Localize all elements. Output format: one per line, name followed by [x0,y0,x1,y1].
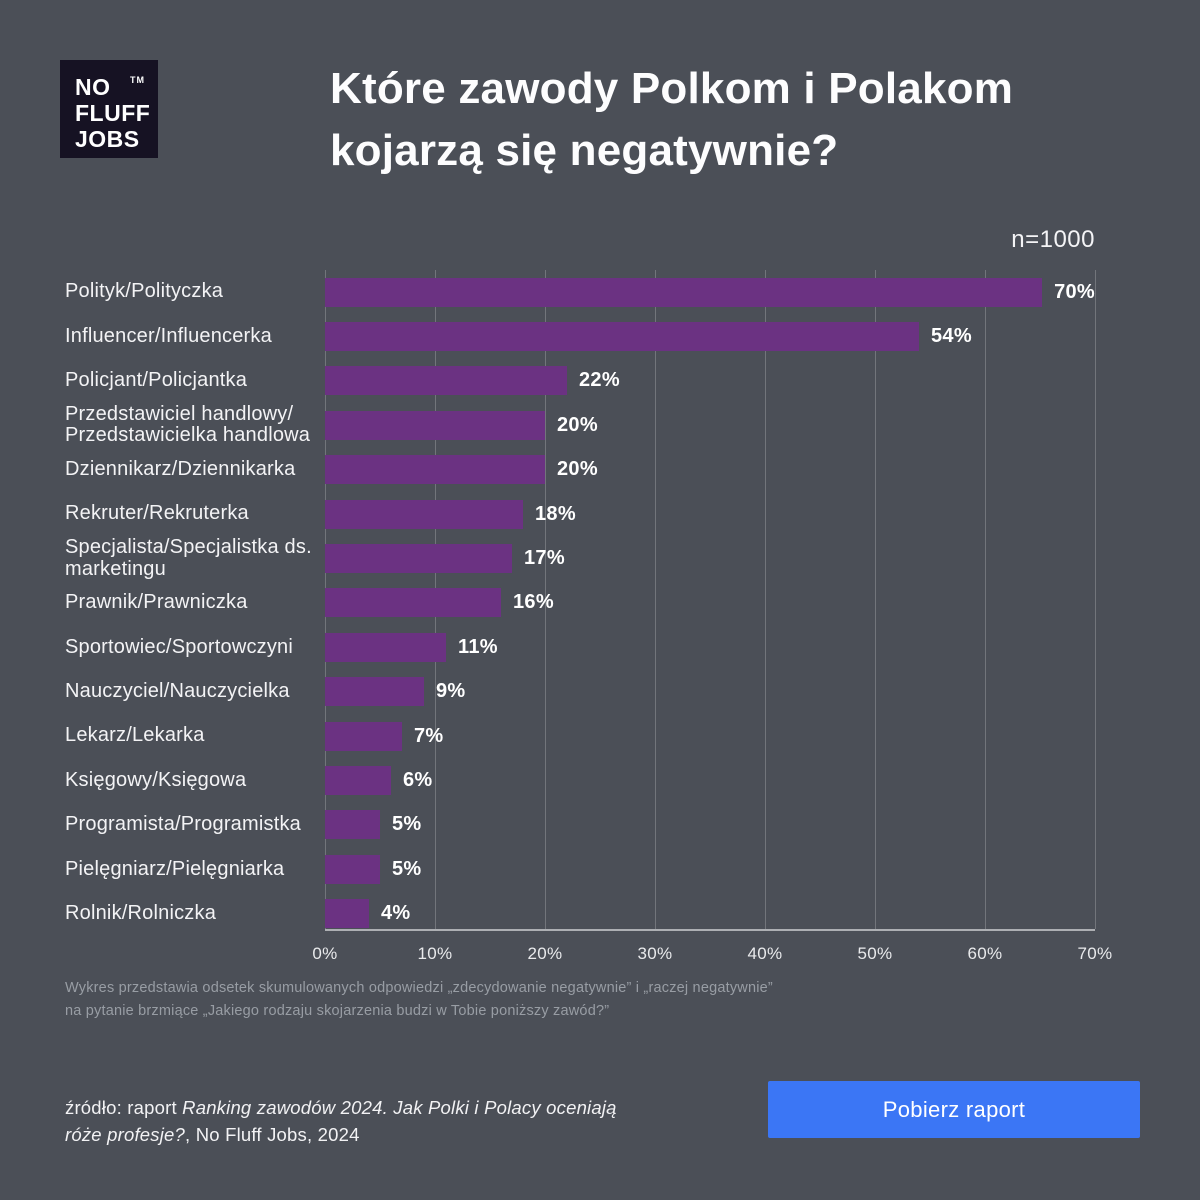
chart-row: 4% [325,892,1095,936]
category-label: Lekarz/Lekarka [65,724,205,747]
category-label: Nauczyciel/Nauczycielka [65,679,290,702]
bar-value-label: 11% [458,635,498,658]
gridline [655,270,656,929]
x-axis-line [325,929,1095,931]
bar-value-label: 5% [392,857,422,880]
bar-value-label: 4% [381,902,411,925]
category-label: Pielęgniarz/Pielęgniarka [65,857,285,880]
category-label: Prawnik/Prawniczka [65,591,248,614]
bar [325,899,369,929]
gridline [765,270,766,929]
bar [325,455,545,485]
x-tick-label: 0% [312,944,338,963]
gridline [985,270,986,929]
logo-word-fluff: FLUFF [75,99,151,126]
bar-value-label: 7% [414,724,444,747]
chart-row: 54% [325,314,1095,358]
gridline [1095,270,1096,929]
bar-value-label: 54% [931,325,972,348]
bar [325,588,501,618]
trademark-mark: TM [130,75,145,85]
bar-value-label: 16% [513,591,554,614]
chart-plot: 70% 54% 22% 20% 20% 18% 17% 16% 11% 9% 7% 6% 5% 5% 4% [325,270,1096,929]
page-title-line2: kojarzą się negatywnie? [330,126,839,176]
x-tick-label: 30% [637,944,673,963]
logo-word-no: NO [75,74,111,100]
bar-value-label: 9% [436,680,466,703]
category-label: Influencer/Influencerka [65,324,272,347]
chart-row: 9% [325,670,1095,714]
chart-row: 5% [325,847,1095,891]
page-title-line1: Które zawody Polkom i Polakom [330,64,1014,113]
gridline [875,270,876,929]
bar [325,632,446,662]
category-label: Specjalista/Specjalistka ds. marketingu [65,535,312,580]
x-tick-label: 40% [747,944,783,963]
source-report-title: Ranking zawodów 2024. Jak Polki i Polacy… [65,1097,617,1145]
bar [325,322,919,352]
category-label: Przedstawiciel handlowy/ Przedstawicielk… [65,402,311,447]
bar [325,366,567,396]
category-label: Polityk/Polityczka [65,280,224,303]
bar [325,766,391,796]
nofluffjobs-logo: NO TM FLUFF JOBS [60,60,158,158]
category-label: Rekruter/Rekruterka [65,502,249,525]
bar-value-label: 17% [524,547,565,570]
chart-row: 5% [325,803,1095,847]
category-label: Sportowiec/Sportowczyni [65,635,294,658]
bar [325,544,512,574]
bar [325,499,523,529]
chart-row: 20% [325,448,1095,492]
download-report-button[interactable]: Pobierz raport [768,1081,1140,1138]
page-title: Które zawody Polkom i Polakom kojarzą si… [330,58,1160,183]
x-tick-label: 10% [417,944,453,963]
chart-row: 22% [325,359,1095,403]
x-tick-label: 70% [1077,944,1113,963]
category-label: Programista/Programistka [65,813,301,836]
chart-row: 16% [325,581,1095,625]
chart-row: 17% [325,536,1095,580]
bar-value-label: 70% [1054,280,1095,303]
chart-row: 7% [325,714,1095,758]
category-label: Dziennikarz/Dziennikarka [65,457,296,480]
chart-footnote-line2: na pytanie brzmiące „Jakiego rodzaju sko… [65,1002,610,1019]
bar-value-label: 20% [557,458,598,481]
bar [325,410,545,440]
bar-value-label: 6% [403,769,433,792]
chart-row: 11% [325,625,1095,669]
bar [325,810,380,840]
logo-word-jobs: JOBS [75,125,140,152]
source-citation: źródło: raport Ranking zawodów 2024. Jak… [65,1095,645,1149]
chart-row: 20% [325,403,1095,447]
source-prefix: źródło: raport [65,1097,183,1118]
sample-size-label: n=1000 [1011,226,1095,253]
bar-value-label: 5% [392,813,422,836]
chart-footnote-line1: Wykres przedstawia odsetek skumulowanych… [65,980,773,996]
chart-row: 6% [325,758,1095,802]
chart-row: 70% [325,270,1095,314]
bar-value-label: 20% [557,413,598,436]
gridline [545,270,546,929]
bar-value-label: 22% [579,369,620,392]
x-tick-label: 60% [967,944,1003,963]
bar [325,854,380,884]
source-suffix: , No Fluff Jobs, 2024 [185,1123,360,1145]
x-tick-label: 50% [857,944,893,963]
bar [325,677,424,707]
bar [325,277,1043,307]
chart-row: 18% [325,492,1095,536]
bar [325,721,402,751]
x-axis-ticks: 0% 10% 20% 30% 40% 50% 60% 70% [312,944,1112,968]
category-label: Rolnik/Rolniczka [65,901,217,924]
bar-value-label: 18% [535,502,576,525]
x-tick-label: 20% [527,944,563,963]
chart-category-labels: Polityk/Polityczka Influencer/Influencerk… [65,270,317,936]
category-label: Policjant/Policjantka [65,369,248,392]
chart-footnote: Wykres przedstawia odsetek skumulowanych… [65,977,825,1023]
category-label: Księgowy/Księgowa [65,768,247,791]
